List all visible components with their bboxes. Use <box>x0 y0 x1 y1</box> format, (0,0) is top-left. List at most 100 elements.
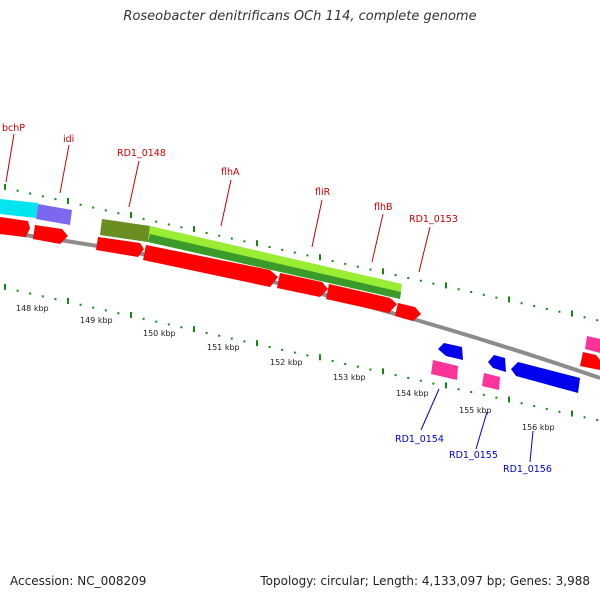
gene-label-rd1-0153[interactable]: RD1_0153 <box>409 214 458 225</box>
upper-tick-mark <box>218 234 221 237</box>
lower-tick-mark <box>142 317 145 320</box>
gene-label-flha[interactable]: flhA <box>221 167 240 178</box>
upper-tick-mark <box>596 319 599 322</box>
cds-arrow-1[interactable] <box>0 217 30 237</box>
lower-tick-mark <box>92 306 95 309</box>
connector-rd1-0148 <box>128 160 140 208</box>
upper-tick-mark <box>281 248 284 251</box>
lower-tick-mark <box>445 382 447 389</box>
gene-label-flhb[interactable]: flhB <box>374 202 393 213</box>
upper-tick-mark <box>180 226 183 229</box>
lower-tick-mark <box>545 407 548 410</box>
connector-rd1-0156 <box>529 430 534 463</box>
upper-tick-mark <box>369 268 372 271</box>
genome-stats-text: Topology: circular; Length: 4,133,097 bp… <box>260 574 590 588</box>
upper-tick-mark <box>558 310 561 313</box>
kbp-label-156: 156 kbp <box>522 423 555 432</box>
lower-tick-mark <box>571 410 573 417</box>
upper-tick-mark <box>457 288 460 291</box>
lower-tick-mark <box>419 379 422 382</box>
lower-tick-mark <box>29 292 32 295</box>
bchp-feature-bar[interactable] <box>0 199 38 218</box>
gene-label-rd1-0156[interactable]: RD1_0156 <box>503 464 552 475</box>
lower-tick-mark <box>79 303 82 306</box>
lower-tick-mark <box>230 337 233 340</box>
lower-tick-row <box>4 283 599 422</box>
gene-label-rd1-0155[interactable]: RD1_0155 <box>449 450 498 461</box>
upper-tick-mark <box>193 226 195 233</box>
kbp-label-152: 152 kbp <box>270 358 303 367</box>
genome-backbone <box>0 230 600 380</box>
lower-tick-mark <box>520 402 523 405</box>
rd1-0148-feature-bar[interactable] <box>100 219 150 242</box>
map-title: Roseobacter denitrificans OCh 114, compl… <box>123 9 477 24</box>
lower-tick-mark <box>356 365 359 368</box>
lower-tick-mark <box>369 368 372 371</box>
kbp-label-151: 151 kbp <box>207 343 240 352</box>
upper-tick-mark <box>268 245 271 248</box>
lower-tick-mark <box>533 405 536 408</box>
upper-tick-mark <box>571 310 573 317</box>
gene-label-rd1-0154[interactable]: RD1_0154 <box>395 434 444 445</box>
connector-rd1-0153 <box>418 226 431 273</box>
blue-feature-2[interactable] <box>488 355 506 372</box>
lower-tick-mark <box>495 396 498 399</box>
kbp-label-149: 149 kbp <box>80 316 113 325</box>
upper-tick-mark <box>67 197 69 204</box>
lower-tick-mark <box>583 416 586 419</box>
upper-tick-mark <box>508 296 510 303</box>
upper-tick-row <box>4 183 599 322</box>
connector-flha <box>220 179 232 227</box>
cds-arrow-6[interactable] <box>326 284 397 313</box>
accession-text: Accession: NC_008209 <box>10 574 147 588</box>
upper-tick-mark <box>155 220 158 223</box>
upper-tick-mark <box>520 302 523 305</box>
cds-arrow-7[interactable] <box>395 303 421 321</box>
pink-feature-1[interactable] <box>431 360 458 380</box>
cds-arrow-4[interactable] <box>143 245 278 287</box>
connector-idi <box>59 144 70 194</box>
upper-tick-mark <box>256 240 258 247</box>
lower-tick-mark <box>508 396 510 403</box>
gene-label-rd1-0148[interactable]: RD1_0148 <box>117 148 166 159</box>
upper-tick-mark <box>331 260 334 263</box>
pink-feature-2[interactable] <box>482 373 500 390</box>
cds-arrow-5[interactable] <box>277 273 328 297</box>
kbp-label-148: 148 kbp <box>16 304 49 313</box>
gene-label-flir[interactable]: fliR <box>315 187 331 198</box>
upper-tick-mark <box>54 198 57 201</box>
upper-tick-mark <box>104 209 107 212</box>
lower-tick-mark <box>293 351 296 354</box>
blue-feature-1[interactable] <box>438 343 463 360</box>
upper-tick-mark <box>470 291 473 294</box>
cds-arrow-8[interactable] <box>580 352 600 370</box>
upper-tick-mark <box>41 195 44 198</box>
gene-label-bchp[interactable]: bchP <box>2 123 25 134</box>
upper-tick-mark <box>583 316 586 319</box>
lower-tick-mark <box>256 340 258 347</box>
lower-tick-mark <box>104 309 107 312</box>
cds-arrow-3[interactable] <box>96 237 144 257</box>
connector-rd1-0154 <box>420 388 440 431</box>
flha-feature-shadow <box>148 234 401 299</box>
lower-tick-mark <box>117 312 120 315</box>
kbp-label-155: 155 kbp <box>459 406 492 415</box>
lower-tick-mark <box>407 376 410 379</box>
upper-tick-mark <box>356 265 359 268</box>
upper-tick-mark <box>545 307 548 310</box>
lower-tick-mark <box>558 410 561 413</box>
idi-feature-bar[interactable] <box>36 204 72 225</box>
gene-label-idi[interactable]: idi <box>63 134 74 145</box>
lower-tick-mark <box>344 362 347 365</box>
kbp-label-154: 154 kbp <box>396 389 429 398</box>
upper-tick-mark <box>533 305 536 308</box>
pink-feature-3[interactable] <box>585 336 600 353</box>
lower-tick-mark <box>218 334 221 337</box>
lower-tick-mark <box>243 340 246 343</box>
blue-feature-3[interactable] <box>511 362 580 393</box>
lower-tick-mark <box>281 348 284 351</box>
cds-arrow-2[interactable] <box>33 225 68 244</box>
upper-tick-mark <box>92 206 95 209</box>
kbp-label-150: 150 kbp <box>143 329 176 338</box>
